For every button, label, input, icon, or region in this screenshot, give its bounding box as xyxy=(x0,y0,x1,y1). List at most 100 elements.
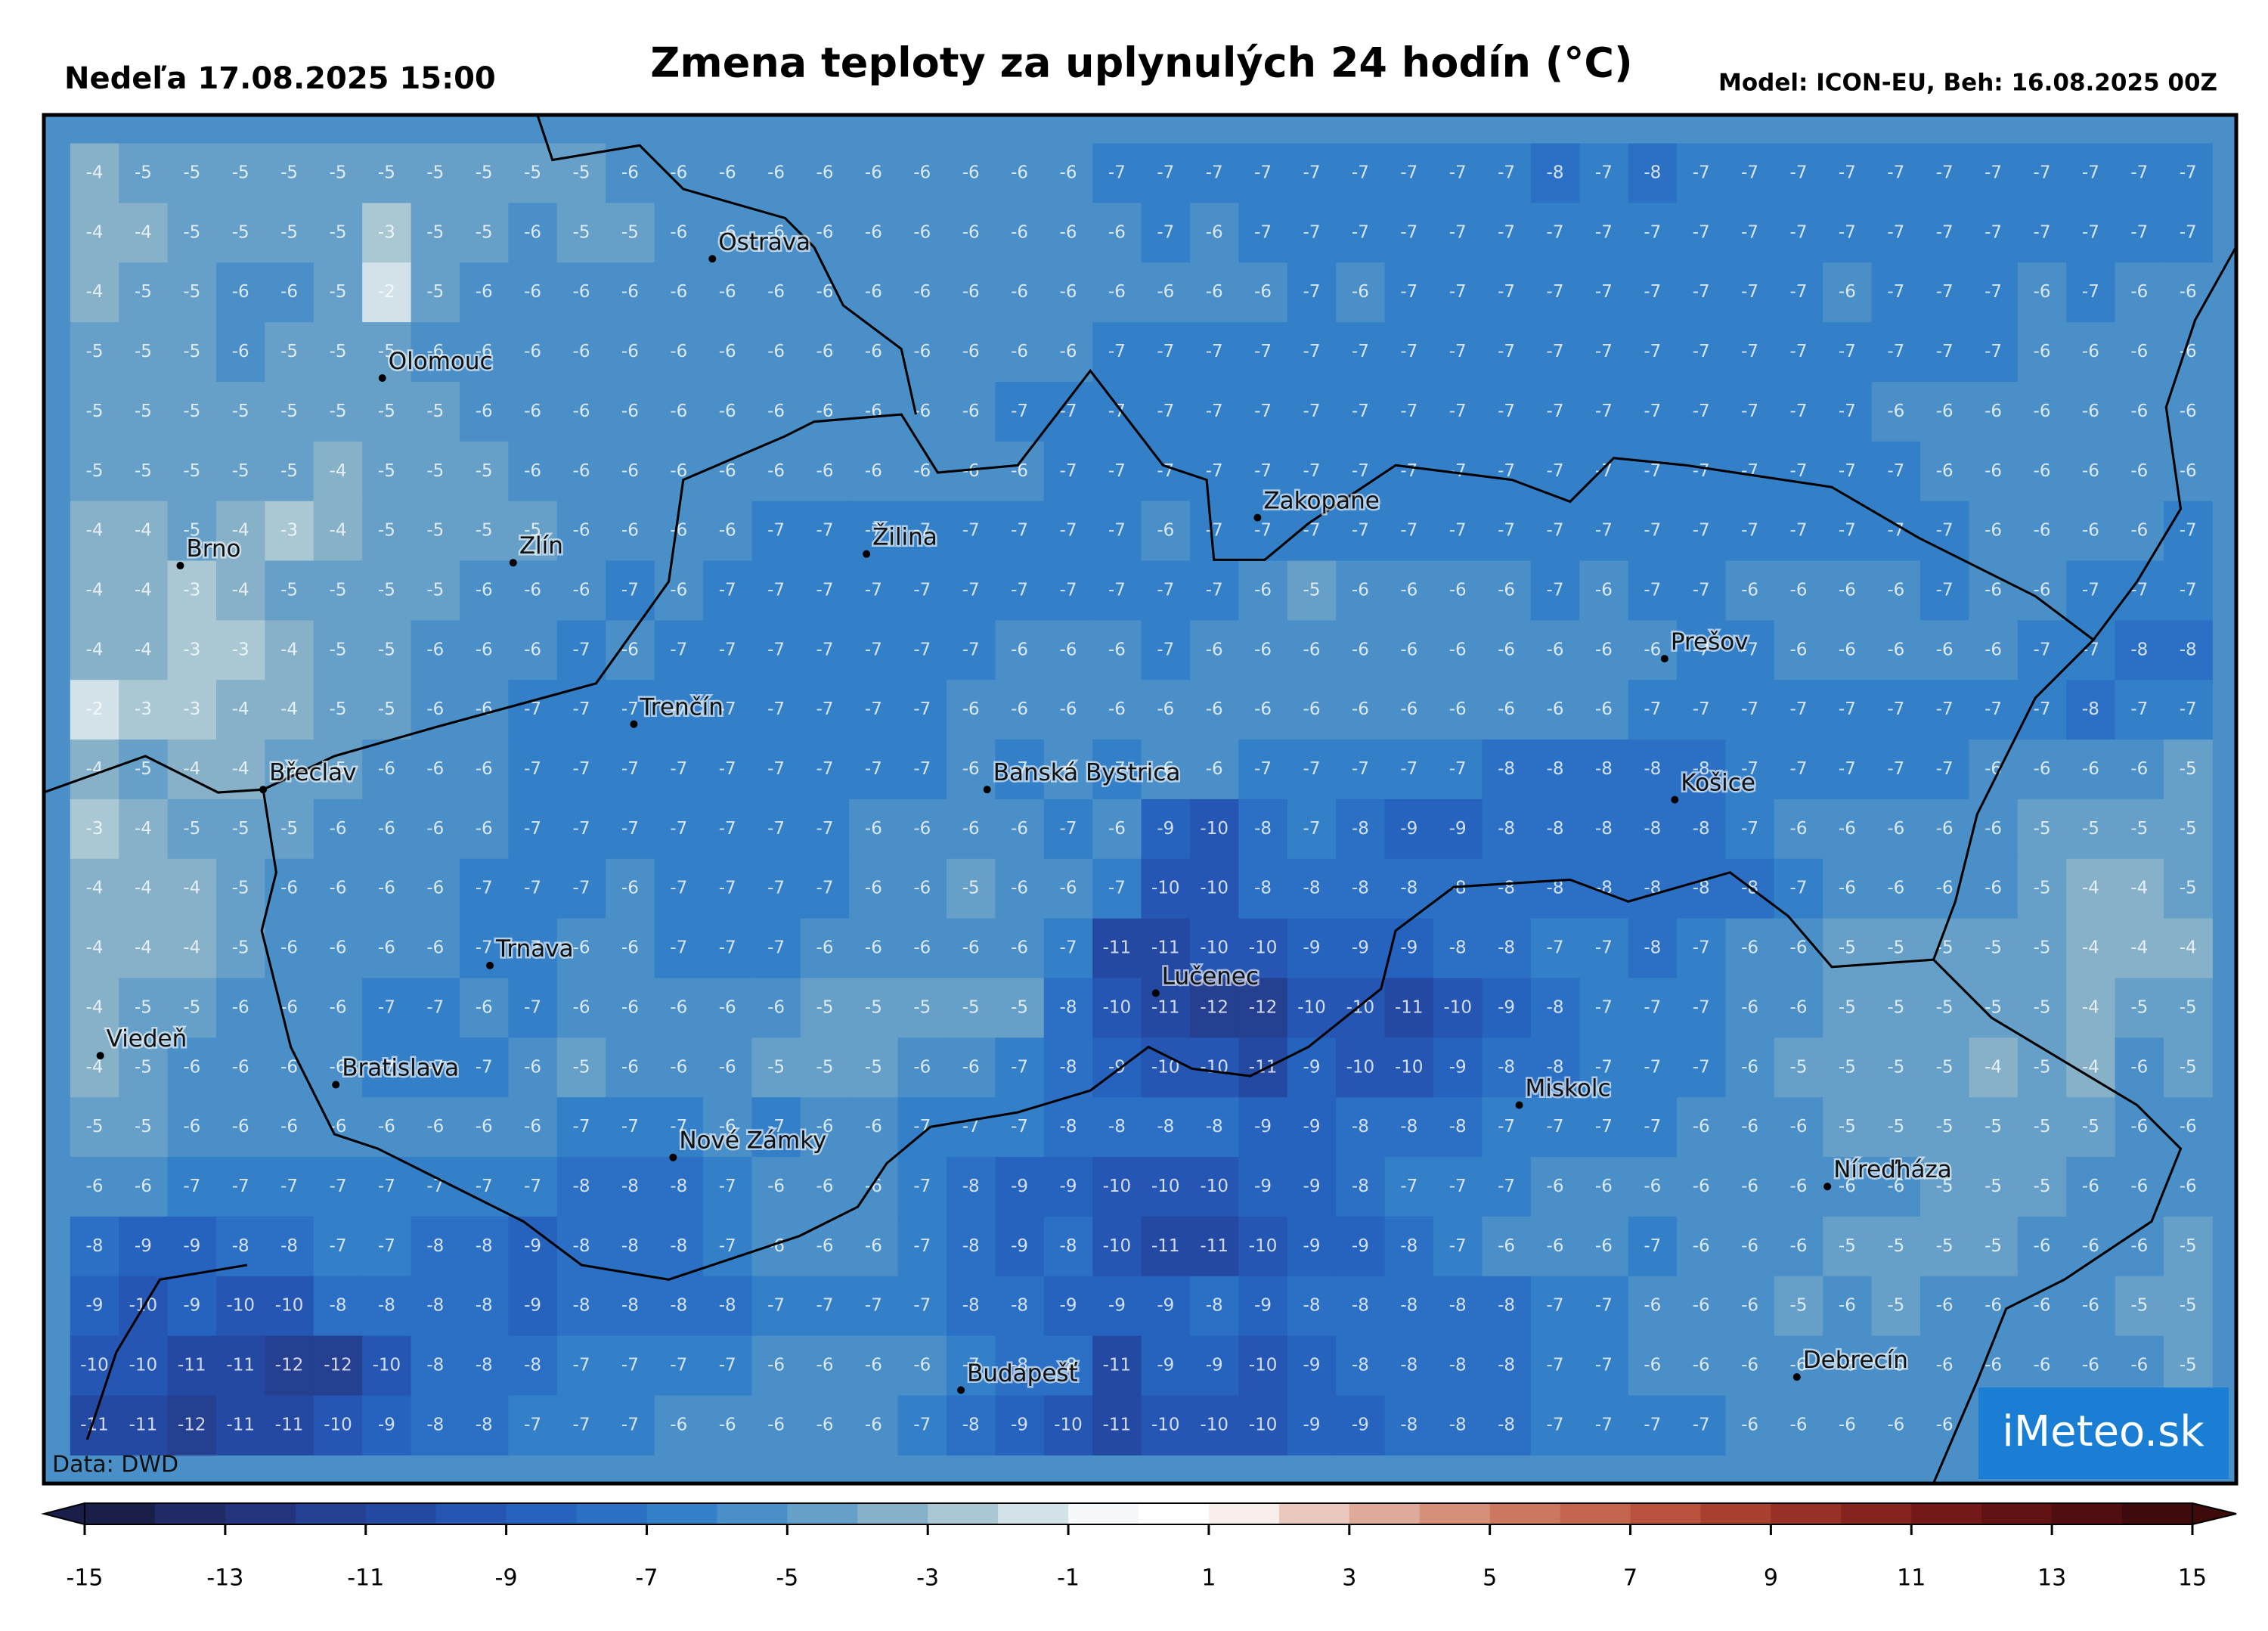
grid-value: -8 xyxy=(86,1236,104,1256)
grid-cell xyxy=(1190,1276,1239,1337)
grid-cell xyxy=(167,1216,217,1277)
grid-value: -7 xyxy=(1157,580,1174,600)
grid-cell xyxy=(947,322,996,383)
grid-value: -5 xyxy=(1936,1057,1954,1077)
grid-value: -6 xyxy=(1741,1057,1758,1077)
grid-value: -7 xyxy=(1790,759,1808,779)
grid-cell xyxy=(167,143,217,203)
grid-value: -6 xyxy=(2034,759,2051,779)
grid-value: -7 xyxy=(1108,402,1126,421)
grid-value: -8 xyxy=(1400,1117,1418,1136)
grid-value: -7 xyxy=(1206,461,1223,481)
grid-value: -7 xyxy=(2082,282,2099,302)
grid-value: -7 xyxy=(1011,1057,1028,1077)
grid-value: -7 xyxy=(670,1117,687,1136)
grid-value: -8 xyxy=(1108,1117,1126,1136)
grid-value: -6 xyxy=(280,997,298,1017)
grid-cell xyxy=(1384,1037,1434,1098)
grid-value: -7 xyxy=(2180,580,2197,600)
grid-cell xyxy=(1141,620,1191,681)
grid-cell xyxy=(606,501,655,562)
grid-cell xyxy=(2115,1157,2164,1217)
grid-value: -6 xyxy=(2034,461,2051,481)
grid-value: -6 xyxy=(573,521,590,541)
grid-value: -6 xyxy=(865,1415,882,1434)
grid-value: -6 xyxy=(1693,1177,1710,1196)
grid-value: -7 xyxy=(816,759,834,779)
grid-cell xyxy=(1336,798,1386,860)
grid-cell xyxy=(1920,680,1969,740)
grid-value: -5 xyxy=(232,402,249,421)
grid-value: -7 xyxy=(1157,461,1174,481)
city-dot xyxy=(1823,1183,1832,1191)
grid-cell xyxy=(1677,740,1726,800)
grid-cell xyxy=(216,1097,265,1158)
grid-value: -4 xyxy=(86,222,104,242)
title: Zmena teploty za uplynulých 24 hodín (°C… xyxy=(650,39,1632,87)
grid-cell xyxy=(1774,978,1823,1038)
grid-cell xyxy=(1677,858,1726,919)
grid-value: -7 xyxy=(1741,163,1758,183)
grid-cell xyxy=(800,1097,850,1158)
grid-cell xyxy=(265,1335,314,1396)
grid-cell xyxy=(751,1335,801,1396)
grid-value: -5 xyxy=(183,461,200,481)
grid-value: -7 xyxy=(670,759,687,779)
grid-value: -5 xyxy=(378,342,395,361)
grid-value: -6 xyxy=(913,402,931,421)
grid-cell xyxy=(606,1097,655,1158)
grid-value: -10 xyxy=(1200,1177,1228,1196)
grid-value: -5 xyxy=(2130,997,2148,1017)
grid-value: -6 xyxy=(1303,640,1321,659)
grid-value: -6 xyxy=(962,819,980,839)
grid-value: -6 xyxy=(1352,699,1369,719)
grid-value: -10 xyxy=(1103,1177,1132,1196)
grid-cell xyxy=(1920,1216,1969,1277)
grid-value: -11 xyxy=(226,1356,255,1375)
grid-cell xyxy=(1969,1216,2019,1277)
grid-value: -7 xyxy=(2034,163,2051,183)
grid-cell xyxy=(995,740,1045,800)
grid-cell xyxy=(897,1037,947,1098)
grid-cell xyxy=(1141,680,1191,740)
grid-cell xyxy=(947,1157,996,1217)
colorbar-tick-label: 1 xyxy=(1201,1565,1216,1592)
grid-value: -6 xyxy=(135,1177,152,1196)
grid-cell xyxy=(2164,1037,2213,1098)
grid-value: -5 xyxy=(2130,1296,2148,1316)
grid-cell xyxy=(1579,560,1629,621)
grid-value: -6 xyxy=(524,461,541,481)
grid-value: -7 xyxy=(524,938,541,958)
grid-cell xyxy=(411,620,460,681)
grid-cell xyxy=(703,1276,752,1337)
grid-cell xyxy=(751,978,801,1038)
grid-value: -5 xyxy=(378,461,395,481)
grid-value: -6 xyxy=(1108,640,1126,659)
grid-value: -8 xyxy=(1449,1415,1467,1434)
grid-cell xyxy=(508,501,558,562)
grid-cell xyxy=(1725,1216,1775,1277)
grid-cell xyxy=(1287,381,1337,442)
grid-cell xyxy=(1287,858,1337,919)
grid-value: -7 xyxy=(719,580,736,600)
grid-value: -7 xyxy=(767,1117,785,1136)
colorbar-tick-label: 9 xyxy=(1764,1565,1778,1592)
grid-value: -6 xyxy=(816,222,834,242)
grid-value: -6 xyxy=(621,402,639,421)
grid-value: -9 xyxy=(1400,819,1418,839)
grid-value: -6 xyxy=(1887,1415,1904,1434)
colorbar-segment xyxy=(2122,1503,2193,1524)
grid-cell xyxy=(411,560,460,621)
grid-cell xyxy=(1920,1395,1969,1456)
grid-cell xyxy=(2164,1216,2213,1277)
grid-cell xyxy=(1969,203,2019,263)
grid-cell xyxy=(1482,560,1532,621)
grid-value: -4 xyxy=(2082,1057,2099,1077)
grid-cell xyxy=(1677,918,1726,978)
city-label: Miskolc xyxy=(1526,1074,1611,1102)
colorbar-extend-low xyxy=(41,1502,85,1526)
grid-cell xyxy=(849,1276,899,1337)
grid-cell xyxy=(1969,680,2019,740)
grid-value: -7 xyxy=(2180,222,2197,242)
city-label: Viedeň xyxy=(107,1025,187,1053)
